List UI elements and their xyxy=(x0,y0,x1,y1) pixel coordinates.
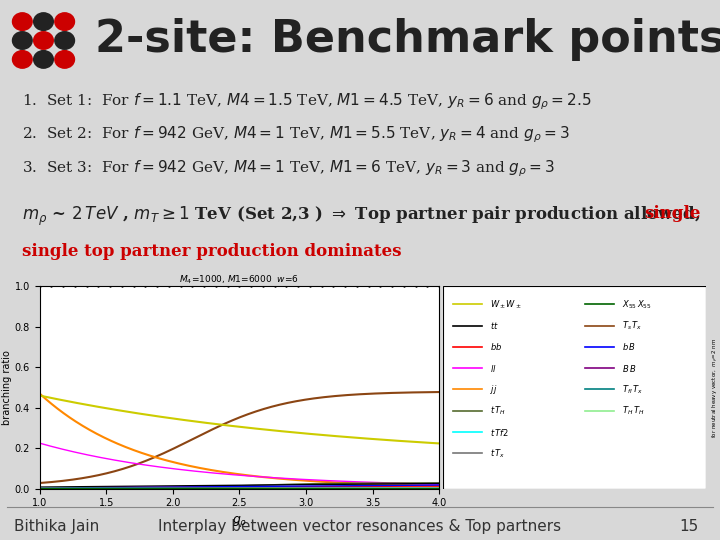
Text: $t\,T_x$: $t\,T_x$ xyxy=(490,447,505,460)
Circle shape xyxy=(34,32,53,49)
Text: 1.  Set 1:  For $f = 1.1$ TeV, $M4 = 1.5$ TeV, $M1 = 4.5$ TeV, $y_R = 6$ and $g_: 1. Set 1: For $f = 1.1$ TeV, $M4 = 1.5$ … xyxy=(22,91,591,112)
Text: Interplay between vector resonances & Top partners: Interplay between vector resonances & To… xyxy=(158,519,562,534)
Circle shape xyxy=(12,51,32,68)
Circle shape xyxy=(34,13,53,30)
Text: Bithika Jain: Bithika Jain xyxy=(14,519,99,534)
Circle shape xyxy=(55,32,74,49)
Text: $T_{fl}\,T_x$: $T_{fl}\,T_x$ xyxy=(621,383,642,396)
Text: 15: 15 xyxy=(679,519,698,534)
Circle shape xyxy=(34,51,53,68)
Text: $ll$: $ll$ xyxy=(490,363,497,374)
Text: $T_s\,T_x$: $T_s\,T_x$ xyxy=(621,320,642,332)
Text: single: single xyxy=(644,205,701,222)
Text: $b\,B$: $b\,B$ xyxy=(621,341,636,353)
FancyBboxPatch shape xyxy=(443,286,706,489)
Text: $X_{55}\,X_{55}$: $X_{55}\,X_{55}$ xyxy=(621,298,652,310)
Text: $T_H\,T_H$: $T_H\,T_H$ xyxy=(621,404,644,417)
Y-axis label: branching ratio: branching ratio xyxy=(1,350,12,425)
Text: $jj$: $jj$ xyxy=(490,383,498,396)
Circle shape xyxy=(12,13,32,30)
Text: for neutral heavy vector,  $m_{\rho}$=2 nm: for neutral heavy vector, $m_{\rho}$=2 n… xyxy=(711,338,720,437)
Text: $m_{\rho}$ ~ $2\,TeV$ , $m_T \geq 1$ TeV (Set 2,3 ) $\Rightarrow$ Top partner pa: $m_{\rho}$ ~ $2\,TeV$ , $m_T \geq 1$ TeV… xyxy=(22,205,700,228)
Text: $bb$: $bb$ xyxy=(490,341,503,353)
Text: $W_\pm W_\pm$: $W_\pm W_\pm$ xyxy=(490,298,522,310)
X-axis label: $g_{\rho}$: $g_{\rho}$ xyxy=(232,514,247,529)
Text: $tt$: $tt$ xyxy=(490,320,499,331)
Text: single top partner production dominates: single top partner production dominates xyxy=(22,243,401,260)
Circle shape xyxy=(55,51,74,68)
Text: $t\,Tf2$: $t\,Tf2$ xyxy=(490,427,509,437)
Text: 2.  Set 2:  For $f = 942$ GeV, $M4 = 1$ TeV, $M1 = 5.5$ TeV, $y_R = 4$ and $g_{\: 2. Set 2: For $f = 942$ GeV, $M4 = 1$ Te… xyxy=(22,125,569,145)
Title: $M_4$=1000, $M1$=6000  $w$=6: $M_4$=1000, $M1$=6000 $w$=6 xyxy=(179,273,300,286)
Text: 3.  Set 3:  For $f = 942$ GeV, $M4 = 1$ TeV, $M1 = 6$ TeV, $y_R = 3$ and $g_{\rh: 3. Set 3: For $f = 942$ GeV, $M4 = 1$ Te… xyxy=(22,159,554,179)
Text: 2-site: Benchmark points: 2-site: Benchmark points xyxy=(95,18,720,60)
Text: $B\,B$: $B\,B$ xyxy=(621,363,636,374)
Circle shape xyxy=(12,32,32,49)
Text: $t\,T_H$: $t\,T_H$ xyxy=(490,404,506,417)
Circle shape xyxy=(55,13,74,30)
